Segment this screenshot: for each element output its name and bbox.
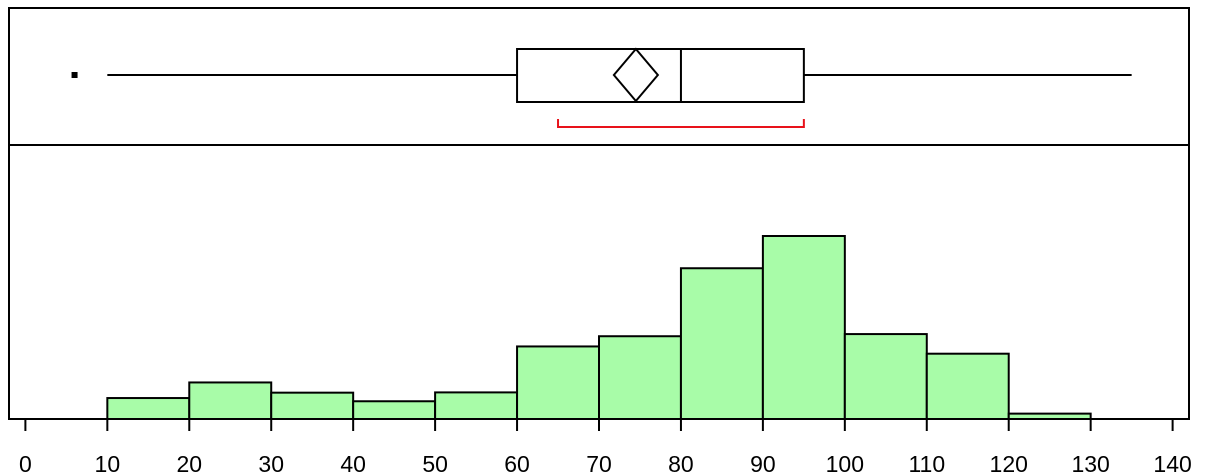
x-tick-label: 100 [826, 451, 864, 476]
outlier-point [71, 72, 78, 78]
x-axis: 0 10 20 30 40 50 60 70 80 90 100 110 120 130 140 [19, 419, 1192, 476]
box-plot-panel [71, 47, 1132, 128]
histogram-bar [843, 333, 928, 421]
x-tick-label: 90 [750, 451, 776, 476]
histogram-bar [188, 381, 273, 420]
quartile-box [516, 48, 805, 103]
x-tick-label: 120 [990, 451, 1028, 476]
x-tick-label: 110 [908, 451, 945, 476]
histogram-bar [106, 397, 191, 420]
x-tick-label: 30 [258, 451, 284, 476]
x-tick-label: 50 [422, 451, 448, 476]
x-tick-label: 130 [1071, 451, 1109, 476]
histogram-bar [516, 345, 600, 421]
histogram-bar [1007, 412, 1092, 420]
x-tick-label: 70 [586, 451, 612, 476]
mean-diamond [612, 47, 660, 103]
x-tick-label: 10 [95, 451, 121, 476]
x-tick-label: 60 [504, 451, 530, 476]
x-tick-label: 80 [668, 451, 694, 476]
histogram-bar [352, 400, 437, 420]
histogram-bar [679, 267, 764, 421]
x-tick-label: 20 [176, 451, 202, 476]
histogram-bar [925, 352, 1010, 420]
histogram-bar [270, 391, 355, 420]
histogram-bar [434, 391, 519, 421]
histogram-bar [598, 335, 682, 421]
shortest-half-bracket [557, 119, 805, 128]
histogram-bars [106, 235, 1092, 421]
x-tick-label: 140 [1153, 451, 1191, 476]
x-tick-label: 0 [19, 451, 32, 476]
histogram-bar [761, 235, 846, 420]
x-tick-label: 40 [340, 451, 366, 476]
